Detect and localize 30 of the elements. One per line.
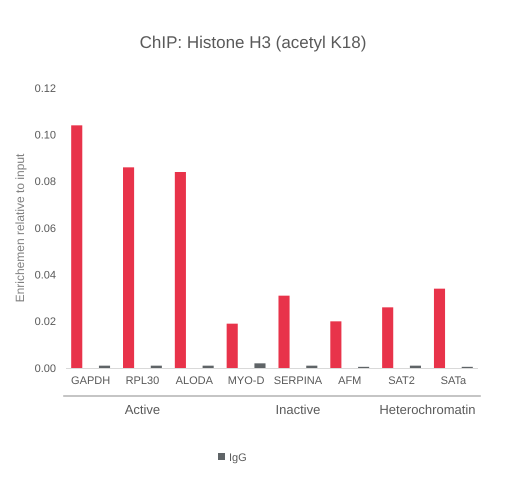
legend-label: IgG — [229, 452, 247, 464]
bar — [254, 363, 266, 368]
x-tick-label: GAPDH — [71, 375, 110, 387]
y-axis-title: Enrichemen relative to input — [13, 152, 27, 302]
bar — [174, 172, 186, 368]
x-tick-label: SAT2 — [388, 375, 415, 387]
y-tick-label: 0.06 — [34, 222, 56, 235]
x-tick-label: MYO-D — [228, 375, 264, 387]
x-tick-label: SERPINA — [274, 375, 323, 387]
text: Inactive — [276, 402, 320, 417]
text: Active — [124, 402, 160, 417]
x-tick-label: SATa — [440, 375, 467, 387]
y-tick-label: 0.00 — [34, 362, 56, 375]
y-tick-label: 0.10 — [34, 130, 56, 142]
y-tick-label: 0.04 — [34, 270, 56, 282]
y-tick-label: 0.12 — [34, 82, 56, 95]
text: Heterochromatin — [379, 402, 476, 417]
bar — [226, 324, 238, 368]
chart-title: ChIP: Histone H3 (acetyl K18) — [140, 33, 366, 52]
x-tick-label: RPL30 — [126, 375, 160, 387]
bar — [434, 288, 446, 368]
bar — [278, 296, 290, 368]
bar — [382, 307, 394, 368]
x-tick-label: AFM — [338, 375, 362, 387]
bar — [330, 321, 342, 368]
y-tick-label: 0.02 — [34, 316, 56, 328]
x-tick-label: ALODA — [176, 375, 214, 387]
y-tick-label: 0.08 — [34, 176, 56, 188]
bar — [123, 167, 134, 368]
bar — [71, 125, 82, 368]
